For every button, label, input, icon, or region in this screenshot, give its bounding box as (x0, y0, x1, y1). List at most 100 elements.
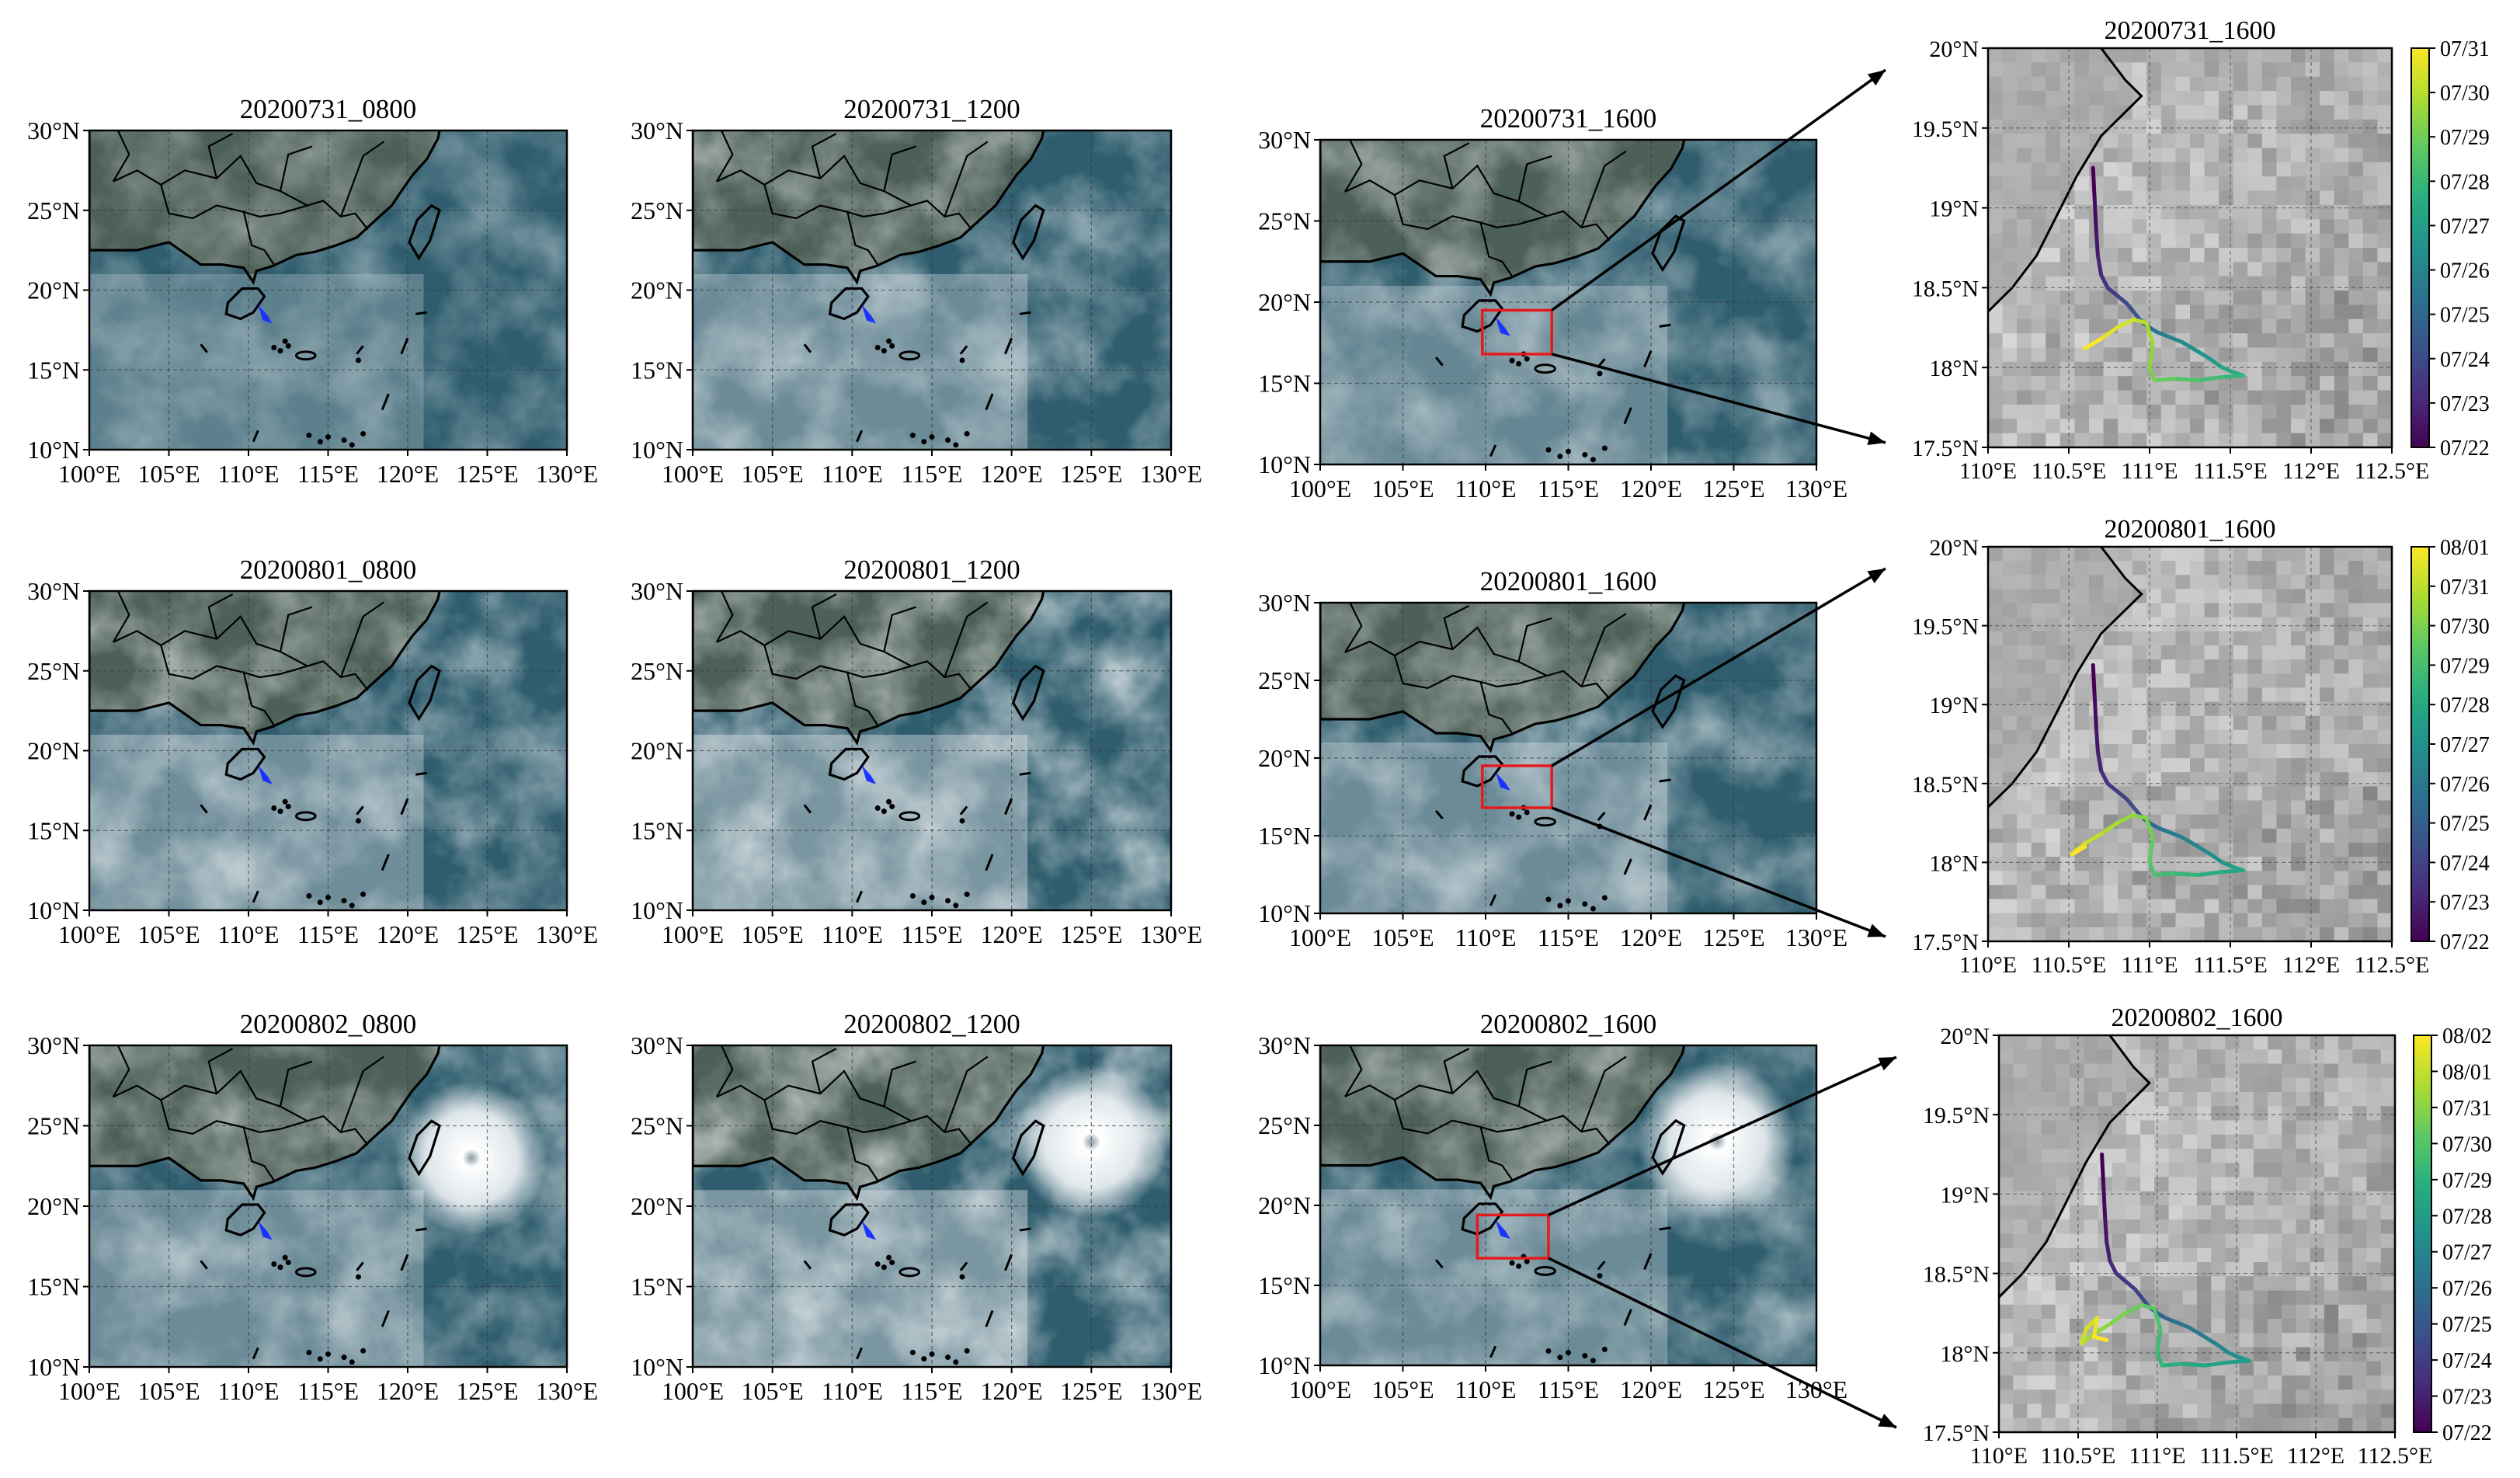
image-pixel (2305, 687, 2320, 703)
image-pixel (2197, 1134, 2212, 1149)
x-tick-label: 112°E (2282, 952, 2340, 978)
image-pixel (2219, 547, 2234, 562)
image-pixel (2291, 91, 2306, 106)
image-pixel (2190, 119, 2205, 134)
trajectory-segment (2101, 1184, 2108, 1220)
image-pixel (2261, 148, 2278, 163)
image-pixel (2031, 376, 2046, 391)
image-pixel (2118, 659, 2133, 674)
image-pixel (2247, 913, 2263, 928)
image-pixel (2362, 48, 2379, 63)
image-pixel (1988, 318, 2004, 334)
image-pixel (2175, 91, 2191, 106)
image-pixel (2377, 148, 2392, 163)
image-pixel (2253, 1106, 2268, 1122)
y-tick-label: 18.5°N (1912, 772, 1979, 798)
image-pixel (2074, 800, 2090, 816)
image-pixel (2239, 1092, 2254, 1107)
image-pixel (2377, 290, 2392, 306)
image-pixel (2140, 1191, 2155, 1206)
image-pixel (2074, 347, 2090, 363)
image-pixel (2190, 262, 2205, 277)
hainan-island (1461, 755, 1504, 788)
image-pixel (2239, 1077, 2254, 1093)
image-pixel (2146, 927, 2162, 941)
map-title: 20200802_1200 (843, 1009, 1020, 1039)
image-pixel (2140, 1276, 2155, 1292)
image-pixel (2320, 176, 2335, 192)
image-pixel (2338, 1177, 2353, 1192)
image-pixel (2305, 617, 2320, 632)
zoom-box (1476, 1213, 1550, 1260)
image-pixel (2324, 1177, 2339, 1192)
image-pixel (2305, 843, 2320, 857)
image-pixel (2140, 1233, 2155, 1249)
image-pixel (2059, 800, 2076, 816)
image-pixel (2168, 1134, 2184, 1149)
image-pixel (2084, 1163, 2099, 1178)
image-pixel (2160, 248, 2177, 263)
image-pixel (2276, 547, 2292, 562)
image-pixel (2160, 729, 2177, 745)
image-pixel (2084, 1247, 2099, 1263)
x-tick-label: 110°E (1959, 952, 2017, 978)
image-pixel (2233, 276, 2248, 291)
image-pixel (2160, 772, 2177, 788)
colorbar-label: 07/30 (2442, 1132, 2492, 1156)
image-pixel (2334, 871, 2349, 886)
province-border (883, 145, 916, 192)
image-pixel (2377, 376, 2392, 391)
image-pixel (2352, 1219, 2368, 1235)
x-tick-label: 110°E (1959, 458, 2017, 484)
image-pixel (2380, 1403, 2395, 1419)
trajectory-segment (2147, 341, 2155, 370)
image-pixel (2154, 1035, 2170, 1050)
zoom-arrow-head (1867, 431, 1886, 446)
islet (1566, 898, 1571, 904)
image-pixel (2197, 1276, 2212, 1292)
zoom-title: 20200802_1600 (2112, 1003, 2283, 1032)
image-pixel (2247, 404, 2263, 419)
image-pixel (2154, 1177, 2170, 1192)
image-pixel (2348, 318, 2364, 334)
image-pixel (2204, 248, 2219, 263)
image-pixel (2320, 715, 2335, 731)
image-pixel (2103, 715, 2119, 731)
image-pixel (2132, 376, 2147, 391)
image-pixel (2296, 1063, 2311, 1079)
image-pixel (2362, 575, 2379, 590)
image-pixel (2380, 1290, 2395, 1306)
image-pixel (2146, 304, 2162, 320)
image-pixel (2046, 857, 2061, 871)
y-tick-label: 19.5°N (1912, 117, 1979, 142)
zoom-imagery (1999, 1035, 2395, 1432)
image-pixel (2125, 1247, 2141, 1263)
trajectory-segment (2164, 333, 2185, 344)
trajectory-segment (2171, 1319, 2192, 1330)
image-pixel (2334, 575, 2349, 590)
image-pixel (2305, 105, 2320, 120)
image-pixel (2233, 347, 2248, 363)
image-pixel (2348, 715, 2364, 731)
image-pixel (2125, 1205, 2141, 1220)
islet (953, 442, 959, 448)
image-pixel (2296, 1262, 2311, 1277)
image-pixel (2017, 390, 2032, 405)
map-imagery (1320, 603, 1816, 913)
image-pixel (2190, 645, 2205, 660)
image-pixel (2261, 673, 2278, 689)
islet (874, 1261, 881, 1268)
image-pixel (2160, 419, 2177, 434)
image-pixel (2296, 1035, 2311, 1050)
image-pixel (2089, 361, 2105, 377)
image-pixel (2276, 772, 2292, 788)
image-pixel (2324, 1163, 2339, 1178)
image-pixel (2046, 913, 2061, 928)
image-pixel (2320, 304, 2335, 320)
reef-ring (1534, 816, 1556, 827)
province-border (1393, 1099, 1548, 1135)
image-pixel (2219, 927, 2234, 941)
image-pixel (2366, 1191, 2382, 1206)
image-pixel (2305, 786, 2320, 802)
